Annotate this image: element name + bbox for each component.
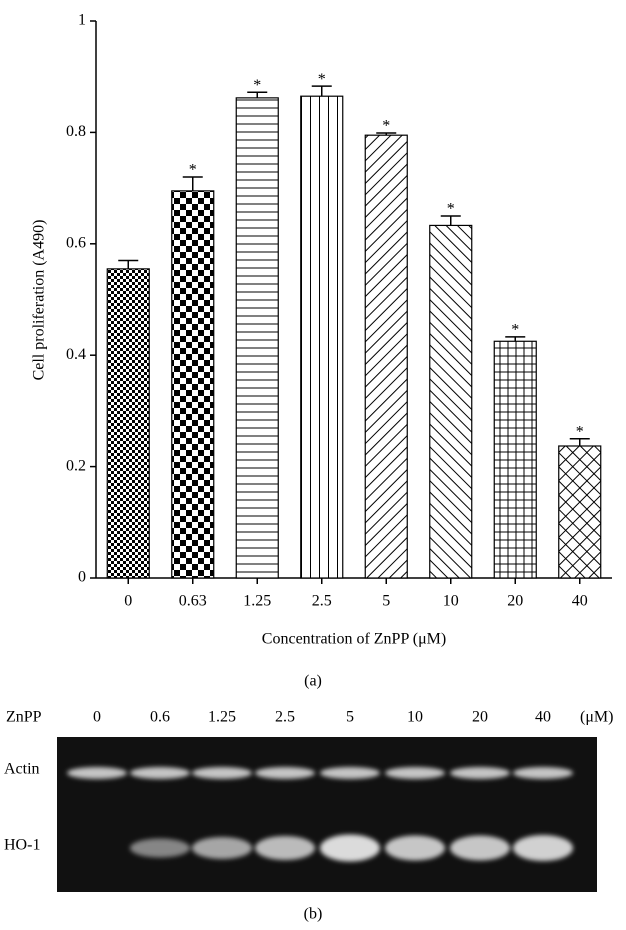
- significance-label: *: [189, 162, 197, 179]
- page: 00.20.40.60.8100.63*1.25*2.5*5*10*20*40*…: [0, 0, 626, 930]
- ho1-band: [255, 836, 315, 860]
- x-tick-label: 2.5: [312, 593, 332, 610]
- actin-band: [320, 767, 380, 779]
- ho1-band: [130, 839, 190, 858]
- lane-label: 1.25: [208, 709, 236, 726]
- y-tick-label: 0.2: [66, 457, 86, 474]
- lane-label: 5: [346, 709, 354, 726]
- bar: [365, 135, 407, 578]
- ho1-band: [192, 837, 252, 859]
- panel-label: (a): [304, 673, 322, 690]
- y-tick-label: 1: [78, 12, 86, 29]
- significance-label: *: [447, 201, 455, 218]
- blot-membrane: [57, 737, 597, 892]
- x-tick-label: 0: [124, 593, 132, 610]
- error-bar: [183, 177, 203, 191]
- ho1-band: [320, 835, 380, 862]
- actin-band: [67, 767, 127, 779]
- lane-label: 40: [535, 709, 551, 726]
- y-axis-label: Cell proliferation (A490): [31, 220, 48, 381]
- bar: [494, 341, 536, 578]
- x-tick-label: 1.25: [243, 593, 271, 610]
- ho1-band: [450, 836, 510, 861]
- significance-label: *: [382, 118, 390, 135]
- actin-band: [513, 767, 573, 779]
- actin-band: [255, 767, 315, 779]
- panel-label: (b): [304, 906, 323, 923]
- y-tick-label: 0: [78, 569, 86, 586]
- western-blot: ZnPP (μM) Actin HO-1 (b) 0 0.6 1.25 2.5 5 10 2…: [4, 709, 613, 923]
- actin-band: [385, 767, 445, 779]
- x-tick-label: 40: [572, 593, 588, 610]
- x-tick-label: 0.63: [179, 593, 207, 610]
- bar: [559, 446, 601, 578]
- bar: [430, 225, 472, 578]
- y-tick-label: 0.6: [66, 234, 86, 251]
- figure: 00.20.40.60.8100.63*1.25*2.5*5*10*20*40*…: [0, 0, 626, 930]
- bar: [236, 98, 278, 578]
- bar: [301, 96, 343, 578]
- significance-label: *: [253, 77, 261, 94]
- x-axis-label: Concentration of ZnPP (μM): [262, 631, 446, 648]
- x-tick-label: 20: [507, 593, 523, 610]
- actin-band: [130, 767, 190, 779]
- error-bar: [118, 261, 138, 269]
- x-tick-label: 5: [382, 593, 390, 610]
- blot-row-title: ZnPP: [6, 709, 42, 726]
- blot-row-label: HO-1: [4, 837, 40, 854]
- x-tick-label: 10: [443, 593, 459, 610]
- significance-label: *: [576, 423, 584, 440]
- blot-unit: (μM): [580, 709, 613, 726]
- actin-band: [192, 767, 252, 779]
- blot-row-label: Actin: [4, 761, 40, 778]
- ho1-band: [513, 835, 573, 861]
- actin-band: [450, 767, 510, 779]
- bar: [172, 191, 214, 578]
- y-tick-label: 0.8: [66, 123, 86, 140]
- lane-label: 20: [472, 709, 488, 726]
- y-tick-label: 0.4: [66, 346, 86, 363]
- bar: [107, 269, 149, 578]
- lane-label: 2.5: [275, 709, 295, 726]
- significance-label: *: [318, 71, 326, 88]
- significance-label: *: [511, 321, 519, 338]
- lane-label: 0.6: [150, 709, 170, 726]
- lane-label: 0: [93, 709, 101, 726]
- lane-label: 10: [407, 709, 423, 726]
- ho1-band: [385, 836, 445, 861]
